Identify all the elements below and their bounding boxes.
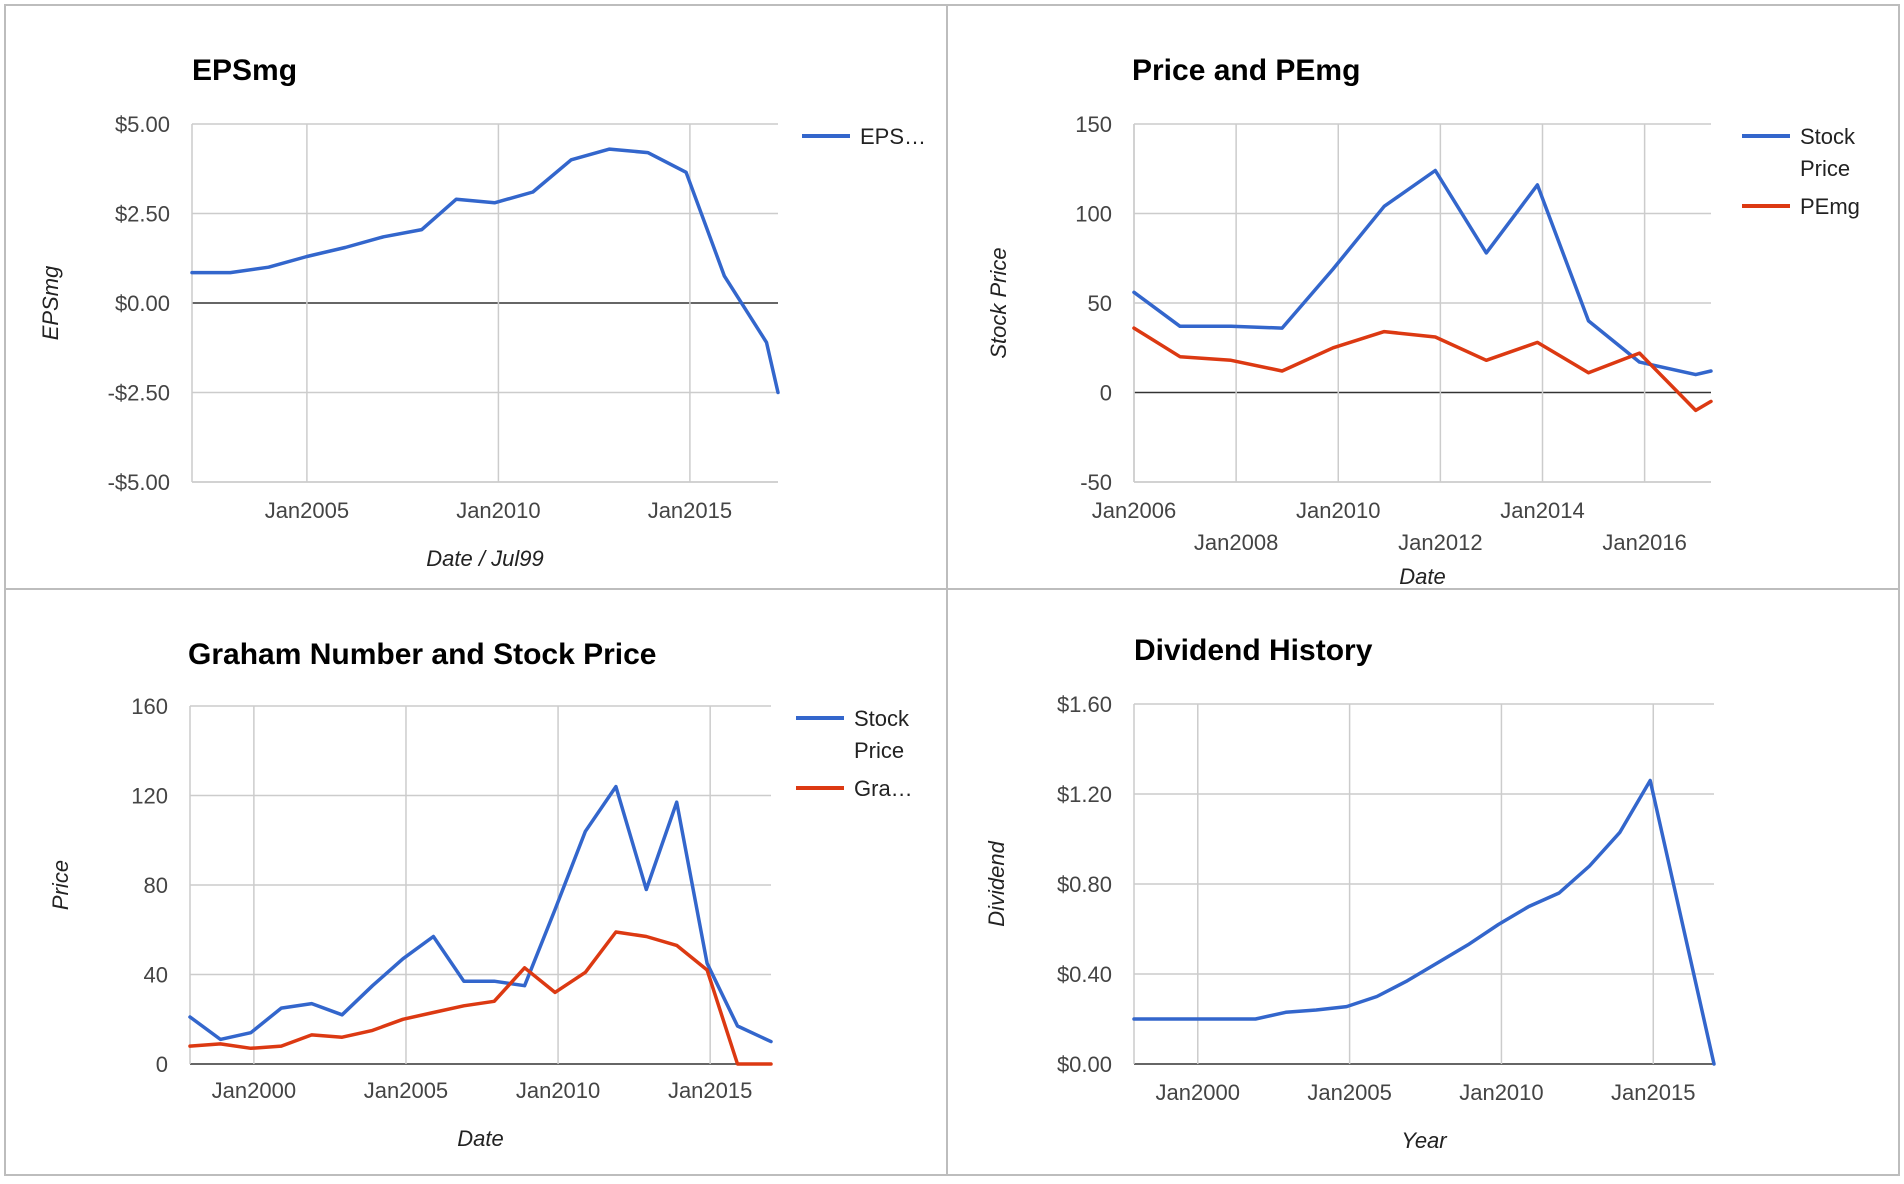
y-tick-label: -50 <box>1080 470 1112 495</box>
y-axis-title: Dividend <box>984 840 1009 926</box>
series-line-1 <box>190 147 780 395</box>
x-tick-label: Jan2014 <box>1500 498 1584 523</box>
eps-chart-panel[interactable]: EPSmg $5.00 $2.50 $0.00 -$2.50 -$5.00 Jan2005 J… <box>4 4 948 590</box>
x-axis-title: Date / Jul99 <box>426 546 543 571</box>
y-tick-label: 100 <box>1075 202 1112 227</box>
price-pe-chart: Price and PEmg 150 100 50 0 -50 Jan2006 Jan2008… <box>986 54 1860 589</box>
series-line-1 <box>188 784 773 1044</box>
y-tick-label: $0.40 <box>1057 962 1112 987</box>
legend-label: Stock Price <box>1800 124 1856 181</box>
y-tick-label: $0.00 <box>1057 1052 1112 1077</box>
y-axis-title: Stock Price <box>986 247 1011 358</box>
dividend-chart-panel[interactable]: Dividend History $1.60 $1.20 $0.80 $0.40 $0.0… <box>946 588 1900 1176</box>
chart-title: Dividend History <box>1134 634 1373 667</box>
graham-chart-panel[interactable]: Graham Number and Stock Price 160 120 80 40 0… <box>4 588 948 1176</box>
y-tick-label: 0 <box>156 1052 168 1077</box>
x-tick-label: Jan2015 <box>668 1078 752 1103</box>
x-tick-label: Jan2010 <box>456 498 540 523</box>
x-tick-label: Jan2000 <box>212 1078 296 1103</box>
x-tick-label: Jan2015 <box>1611 1080 1695 1105</box>
y-tick-label: 80 <box>144 873 168 898</box>
series-line-1 <box>1132 778 1716 1066</box>
y-tick-label: 50 <box>1088 291 1112 316</box>
x-axis-title: Date <box>1399 564 1445 589</box>
price-pe-chart-panel[interactable]: Price and PEmg 150 100 50 0 -50 Jan2006 Jan2008… <box>946 4 1900 590</box>
x-tick-label: Jan2016 <box>1602 530 1686 555</box>
y-tick-label: -$2.50 <box>108 381 170 406</box>
x-axis-title: Year <box>1401 1128 1448 1153</box>
x-tick-label: Jan2006 <box>1092 498 1176 523</box>
y-tick-label: 150 <box>1075 112 1112 137</box>
series-line-2 <box>1132 326 1713 413</box>
legend-label: EPS… <box>860 124 926 149</box>
chart-title: Price and PEmg <box>1132 54 1360 87</box>
y-tick-label: $5.00 <box>115 112 170 137</box>
y-tick-label: $0.80 <box>1057 872 1112 897</box>
x-tick-label: Jan2005 <box>1307 1080 1391 1105</box>
dividend-chart: Dividend History $1.60 $1.20 $0.80 $0.40 $0.0… <box>984 634 1716 1153</box>
chart-title: Graham Number and Stock Price <box>188 638 657 671</box>
x-tick-label: Jan2005 <box>265 498 349 523</box>
y-tick-label: 120 <box>131 784 168 809</box>
x-tick-label: Jan2008 <box>1194 530 1278 555</box>
x-tick-label: Jan2005 <box>364 1078 448 1103</box>
y-axis-title: EPSmg <box>38 265 63 340</box>
legend-label: Stock Price <box>854 706 910 763</box>
x-axis-title: Date <box>457 1126 503 1151</box>
y-tick-label: -$5.00 <box>108 470 170 495</box>
x-tick-label: Jan2010 <box>1459 1080 1543 1105</box>
graham-chart: Graham Number and Stock Price 160 120 80 40 0… <box>48 638 913 1151</box>
legend-label: Gra… <box>854 776 913 801</box>
eps-chart: EPSmg $5.00 $2.50 $0.00 -$2.50 -$5.00 Jan2005 J… <box>38 54 926 571</box>
x-tick-label: Jan2012 <box>1398 530 1482 555</box>
x-tick-label: Jan2015 <box>648 498 732 523</box>
y-tick-label: $1.60 <box>1057 692 1112 717</box>
series-line-2 <box>188 930 773 1066</box>
x-tick-label: Jan2000 <box>1156 1080 1240 1105</box>
y-axis-title: Price <box>48 860 73 910</box>
x-tick-label: Jan2010 <box>516 1078 600 1103</box>
y-tick-label: $1.20 <box>1057 782 1112 807</box>
legend-label: PEmg <box>1800 194 1860 219</box>
series-line-1 <box>1132 168 1713 377</box>
chart-title: EPSmg <box>192 54 297 87</box>
y-tick-label: 160 <box>131 694 168 719</box>
y-tick-label: 40 <box>144 963 168 988</box>
x-tick-label: Jan2010 <box>1296 498 1380 523</box>
y-tick-label: $2.50 <box>115 202 170 227</box>
y-tick-label: $0.00 <box>115 291 170 316</box>
y-tick-label: 0 <box>1100 381 1112 406</box>
